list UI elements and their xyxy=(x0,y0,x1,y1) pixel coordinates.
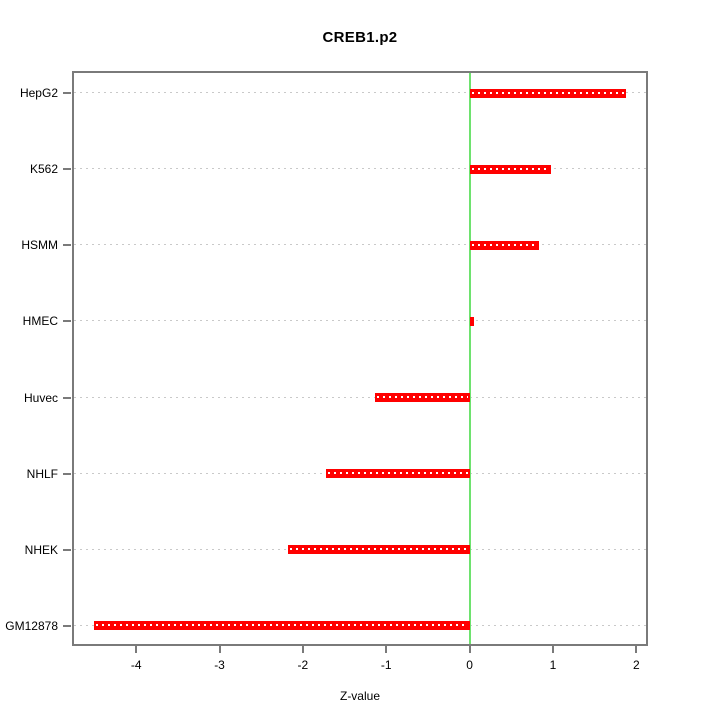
gridline-hmec xyxy=(74,320,646,323)
bar-grid-overlay xyxy=(95,624,468,627)
bar-grid-overlay xyxy=(289,548,468,551)
bar-nhlf xyxy=(326,469,470,479)
bar-grid-overlay xyxy=(471,243,537,246)
x-tick-0 xyxy=(468,646,471,653)
y-tick-label-hmec: HMEC xyxy=(22,314,58,329)
chart-title: CREB1.p2 xyxy=(322,29,398,46)
y-tick-hmec xyxy=(63,320,71,323)
y-axis-labels: HepG2 K562 HSMM HMEC Huvec NHLF NHEK GM12878 xyxy=(0,71,58,646)
bar-grid-overlay xyxy=(328,472,468,475)
gridline-k562 xyxy=(74,168,646,171)
y-tick-label-hepg2: HepG2 xyxy=(19,86,58,100)
bar-hepg2 xyxy=(469,88,627,98)
bar-huvec xyxy=(374,393,470,403)
x-tick-label-2: 2 xyxy=(632,658,640,672)
y-tick-label-gm12878: GM12878 xyxy=(5,618,58,633)
bar-grid-overlay xyxy=(376,396,468,399)
y-tick-hsmm xyxy=(63,244,71,247)
bar-gm12878 xyxy=(93,621,470,631)
plot-frame xyxy=(72,71,648,646)
gridline-huvec xyxy=(74,396,646,399)
x-tick--2 xyxy=(301,646,304,653)
bar-hsmm xyxy=(469,240,539,250)
x-tick-1 xyxy=(551,646,554,653)
y-tick-hepg2 xyxy=(63,92,71,94)
y-tick-label-huvec: Huvec xyxy=(23,390,58,405)
y-tick-label-k562: K562 xyxy=(29,162,58,177)
y-tick-nhlf xyxy=(63,472,71,475)
y-tick-nhek xyxy=(63,548,71,551)
x-tick-label--2: -2 xyxy=(297,658,309,672)
plot-area: -4 -3 -2 -1 0 1 2 xyxy=(63,71,648,672)
bar-k562 xyxy=(469,164,552,174)
zero-reference-line xyxy=(468,73,471,644)
x-tick--3 xyxy=(218,646,221,653)
y-tick-k562 xyxy=(63,168,71,171)
y-tick-gm12878 xyxy=(63,624,71,627)
y-tick-huvec xyxy=(63,396,71,399)
x-tick-label-0: 0 xyxy=(466,658,473,672)
y-tick-label-nhek: NHEK xyxy=(24,542,58,557)
bar-nhek xyxy=(287,545,470,555)
x-tick-label--3: -3 xyxy=(214,658,225,672)
y-tick-label-nhlf: NHLF xyxy=(26,466,58,481)
x-tick--4 xyxy=(135,646,138,653)
x-tick-label-1: 1 xyxy=(549,658,557,672)
gridline-hepg2 xyxy=(74,92,646,94)
x-tick-label--1: -1 xyxy=(380,658,392,672)
bar-grid-overlay xyxy=(471,167,550,170)
x-tick--1 xyxy=(385,646,388,653)
bar-hmec xyxy=(469,316,474,326)
bar-grid-overlay xyxy=(471,91,625,94)
x-axis-title: Z-value xyxy=(339,689,380,703)
gridline-hsmm xyxy=(74,244,646,247)
y-tick-label-hsmm: HSMM xyxy=(21,238,58,253)
x-tick-2 xyxy=(635,646,638,653)
x-tick-label--4: -4 xyxy=(130,658,142,672)
